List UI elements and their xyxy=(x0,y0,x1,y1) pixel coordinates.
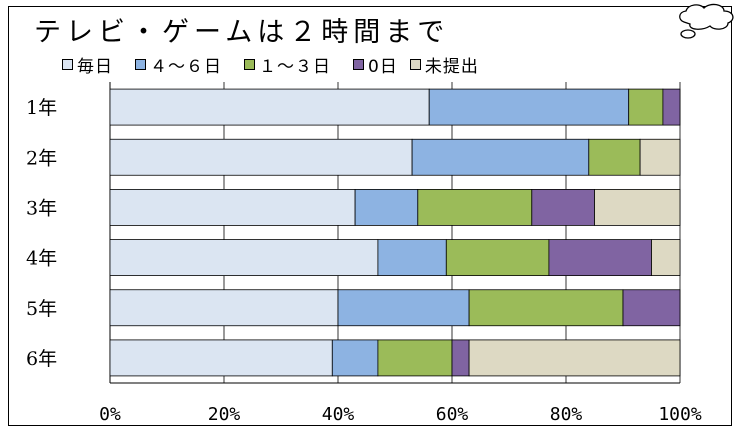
x-tick-label: 60% xyxy=(436,404,469,425)
bar-segment xyxy=(109,138,413,176)
legend-swatch xyxy=(62,59,73,70)
bar-segment xyxy=(468,339,681,377)
bar-segment xyxy=(594,189,681,226)
thought-bubble-icon xyxy=(679,3,734,39)
bar-segment xyxy=(417,189,533,226)
bar-segment xyxy=(531,189,595,226)
bar-segment xyxy=(337,289,470,327)
bar-segment xyxy=(109,339,333,377)
category-label: 6年 xyxy=(26,348,57,370)
category-label: 5年 xyxy=(26,298,57,320)
bar-segment xyxy=(628,88,664,126)
x-tick-label: 100% xyxy=(658,404,702,425)
legend-swatch xyxy=(135,59,146,70)
category-label: 4年 xyxy=(26,248,57,270)
chart-legend: 毎日 ４～６日 １～３日 0日 未提出 xyxy=(62,52,479,77)
legend-item-4-6-days: ４～６日 xyxy=(135,52,222,77)
x-tick-label: 40% xyxy=(322,404,355,425)
legend-label: 毎日 xyxy=(77,57,113,77)
bar-segment xyxy=(588,138,641,176)
category-label: 3年 xyxy=(26,197,57,219)
bar-segment xyxy=(109,239,379,276)
bar-segment xyxy=(377,239,447,276)
bar-segment xyxy=(109,189,356,226)
bar-segment xyxy=(445,239,550,276)
bar-segment xyxy=(651,239,681,276)
x-tick-label: 20% xyxy=(208,404,241,425)
category-label: 2年 xyxy=(26,147,57,169)
bar-segment xyxy=(451,339,470,377)
legend-item-0-days: 0日 xyxy=(353,52,398,77)
legend-item-1-3-days: １～３日 xyxy=(244,52,331,77)
x-tick-label: 80% xyxy=(550,404,583,425)
x-tick-label: 0% xyxy=(99,404,121,425)
bar-segment xyxy=(109,88,430,126)
legend-swatch xyxy=(409,59,421,70)
legend-label: 0日 xyxy=(368,57,398,77)
bar-segment xyxy=(411,138,590,176)
bar-segment xyxy=(548,239,652,276)
legend-label: １～３日 xyxy=(259,57,331,77)
category-label: 1年 xyxy=(26,97,57,119)
bar-segment xyxy=(662,88,681,126)
chart-title: テレビ・ゲームは２時間まで xyxy=(34,17,450,48)
bar-segment xyxy=(377,339,453,377)
bar-segment xyxy=(109,289,339,327)
bar-segment xyxy=(428,88,630,126)
bar-segment xyxy=(639,138,681,176)
legend-item-daily: 毎日 xyxy=(62,52,113,77)
legend-item-not-submitted: 未提出 xyxy=(409,52,479,77)
legend-swatch xyxy=(353,59,364,70)
bar-segment xyxy=(468,289,624,327)
legend-label: 未提出 xyxy=(424,57,479,77)
bar-segment xyxy=(622,289,681,327)
legend-label: ４～６日 xyxy=(150,57,222,77)
legend-swatch xyxy=(244,59,255,70)
bar-segment xyxy=(354,189,419,226)
bar-segment xyxy=(331,339,379,377)
